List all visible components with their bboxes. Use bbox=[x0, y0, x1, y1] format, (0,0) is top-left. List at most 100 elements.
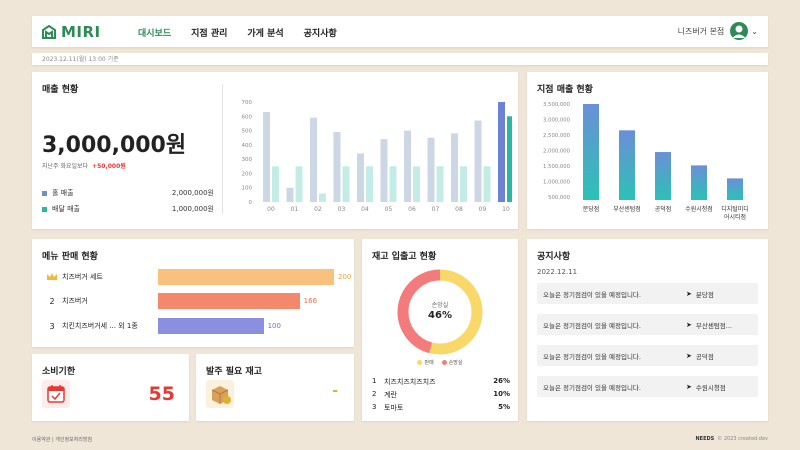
hall-sales-bar[interactable] bbox=[380, 139, 388, 202]
footer-brand: NEEDS bbox=[695, 436, 715, 442]
delivery-sales-bar[interactable] bbox=[295, 166, 303, 202]
y-tick-label: 2,000,000 bbox=[543, 149, 571, 155]
stock-value: 10% bbox=[493, 390, 510, 398]
chevron-down-icon[interactable]: ⌄ bbox=[751, 26, 758, 36]
calendar-icon bbox=[42, 380, 70, 408]
notice-item[interactable]: 오늘은 정기점검이 있을 예정입니다. ➤ 공덕점 bbox=[537, 345, 758, 366]
logo-icon bbox=[42, 24, 56, 39]
notice-branch: ➤ 공덕점 bbox=[686, 351, 758, 361]
notice-branch: ➤ 부산센텀점... bbox=[686, 320, 758, 330]
hall-sales-bar[interactable] bbox=[333, 132, 341, 202]
order-needed-card[interactable]: 발주 필요 재고 - bbox=[196, 354, 354, 421]
menu-rank: 2 bbox=[49, 296, 55, 306]
branch-sales-bar[interactable] bbox=[619, 130, 635, 200]
y-tick-label: 1,500,000 bbox=[543, 164, 571, 170]
stock-item[interactable]: 2 계란 10% bbox=[372, 390, 510, 400]
delivery-sales-bar[interactable] bbox=[507, 116, 512, 202]
x-tick-label: 공덕점 bbox=[655, 206, 672, 213]
send-icon: ➤ bbox=[686, 382, 692, 391]
app-logo[interactable]: MIRI bbox=[41, 23, 101, 41]
user-menu[interactable]: 니즈버거 본점 ⌄ bbox=[678, 22, 758, 40]
menu-bar bbox=[158, 269, 334, 285]
notice-text: 오늘은 정기점검이 있을 예정입니다. bbox=[543, 290, 641, 299]
sales-compare-value: +50,000원 bbox=[92, 163, 126, 170]
sales-total: 3,000,000원 bbox=[42, 133, 187, 158]
branch-sales-bar[interactable] bbox=[727, 178, 743, 200]
nav-branch-management[interactable]: 지점 관리 bbox=[191, 29, 228, 39]
donut-center-value: 46% bbox=[428, 310, 452, 321]
delivery-sales-bar[interactable] bbox=[319, 193, 326, 202]
notice-item[interactable]: 오늘은 정기점검이 있을 예정입니다. ➤ 수원시청점 bbox=[537, 376, 758, 397]
delivery-sales-bar[interactable] bbox=[436, 166, 444, 202]
nav-notice[interactable]: 공지사항 bbox=[303, 29, 337, 39]
avatar-icon[interactable] bbox=[730, 22, 749, 40]
hall-sales-bar[interactable] bbox=[286, 187, 294, 202]
delivery-sales-bar[interactable] bbox=[389, 166, 397, 202]
hall-sales-bar[interactable] bbox=[357, 153, 364, 202]
x-tick-label: 분당점 bbox=[583, 205, 600, 213]
stock-legend: 판매 손망실 bbox=[362, 359, 518, 366]
nav-store-analysis[interactable]: 가게 분석 bbox=[247, 29, 284, 39]
delivery-sales-value: 1,000,000원 bbox=[171, 205, 214, 213]
hourly-sales-chart: 0 100 200 300 400 500 600 700 00 01 02 03 04 05 06 07 08… bbox=[242, 100, 512, 213]
stock-item[interactable]: 1 치즈치즈치즈치즈 26% bbox=[372, 377, 510, 387]
stock-flow-title: 재고 입출고 현황 bbox=[372, 252, 437, 262]
delivery-sales-bar[interactable] bbox=[272, 166, 279, 202]
y-tick-label: 500 bbox=[242, 129, 253, 135]
x-tick-label: 05 bbox=[385, 206, 393, 213]
stock-name: 토마토 bbox=[384, 404, 404, 412]
y-tick-label: 3,500,000 bbox=[543, 102, 571, 108]
hall-sales-bar[interactable] bbox=[451, 133, 458, 202]
x-tick-label: 08 bbox=[455, 206, 463, 213]
nav-dashboard[interactable]: 대시보드 bbox=[138, 29, 172, 39]
x-tick-label: 어시티점 bbox=[724, 213, 746, 221]
branch-sales-bar[interactable] bbox=[655, 152, 671, 200]
hall-sales-bar[interactable] bbox=[310, 117, 317, 202]
menu-name: 치즈버거 bbox=[62, 297, 88, 305]
notice-item[interactable]: 오늘은 정기점검이 있을 예정입니다. ➤ 부산센텀점... bbox=[537, 314, 758, 335]
date-caption-bar: 2023.12.11(월) 13:00 기준 bbox=[32, 53, 768, 65]
stock-item[interactable]: 3 토마토 5% bbox=[372, 403, 510, 413]
menu-row[interactable]: 2 치즈버거 166 bbox=[42, 293, 347, 309]
hall-sales-bar[interactable] bbox=[427, 137, 435, 202]
menu-value: 166 bbox=[303, 297, 318, 305]
y-tick-label: 200 bbox=[242, 171, 253, 177]
delivery-sales-bar[interactable] bbox=[366, 166, 373, 202]
terms-link[interactable]: 이용약관 bbox=[32, 437, 51, 443]
x-tick-label: 04 bbox=[361, 206, 369, 213]
menu-bar bbox=[158, 318, 264, 334]
stock-donut-chart bbox=[397, 269, 483, 355]
notice-item[interactable]: 오늘은 정기점검이 있을 예정입니다. ➤ 분당점 bbox=[537, 283, 758, 304]
menu-bar-track: 200 bbox=[158, 269, 351, 285]
branch-sales-bar[interactable] bbox=[691, 165, 707, 200]
x-tick-label: 03 bbox=[338, 206, 346, 213]
delivery-sales-bar[interactable] bbox=[413, 166, 420, 202]
send-icon: ➤ bbox=[686, 351, 692, 360]
hall-sales-bar[interactable] bbox=[263, 112, 270, 202]
delivery-sales-bar[interactable] bbox=[483, 166, 491, 202]
menu-bar bbox=[158, 293, 300, 309]
delivery-sales-bar[interactable] bbox=[460, 166, 467, 202]
menu-row[interactable]: 치즈버거 세트 200 bbox=[42, 269, 351, 285]
stock-rank: 2 bbox=[372, 390, 377, 398]
stock-rank: 3 bbox=[372, 403, 377, 411]
menu-row[interactable]: 3 치킨치즈버거세 ... 외 1종 100 bbox=[42, 318, 347, 334]
branch-sales-bar[interactable] bbox=[583, 104, 599, 200]
branch-sales-title: 지점 매출 현황 bbox=[537, 85, 593, 95]
y-tick-label: 500,000 bbox=[548, 195, 571, 201]
expiry-count: 55 bbox=[148, 383, 175, 405]
hall-sales-bar[interactable] bbox=[404, 130, 411, 202]
delivery-sales-bar[interactable] bbox=[342, 166, 350, 202]
hall-sales-bar[interactable] bbox=[498, 102, 505, 202]
privacy-link[interactable]: 개인정보처리방침 bbox=[55, 437, 93, 443]
package-icon bbox=[206, 380, 234, 408]
send-icon: ➤ bbox=[686, 320, 692, 329]
donut-slice[interactable] bbox=[397, 269, 483, 355]
sales-card: 매출 현황 3,000,000원 지난주 화요일보다 +50,000원 홀 매출 … bbox=[32, 72, 518, 229]
y-tick-label: 400 bbox=[242, 143, 253, 149]
expiry-title: 소비기한 bbox=[42, 367, 76, 377]
notice-branch-name: 공덕점 bbox=[695, 352, 714, 361]
expiry-card[interactable]: 소비기한 55 bbox=[32, 354, 189, 421]
menu-value: 200 bbox=[338, 273, 352, 281]
hall-sales-bar[interactable] bbox=[474, 120, 482, 202]
